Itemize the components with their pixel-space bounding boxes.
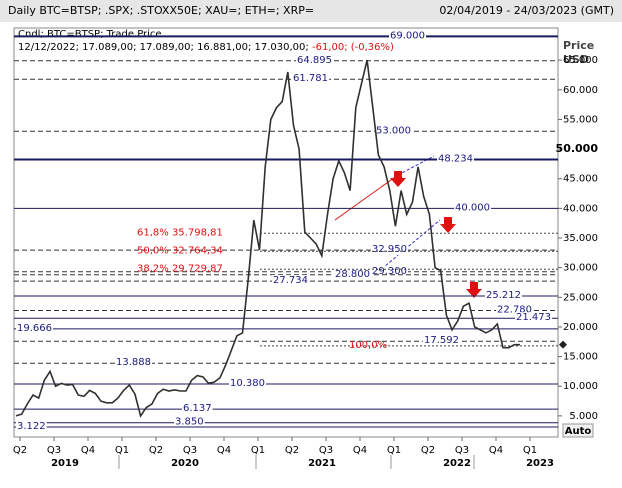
change: -61,00; (-0,36%) [312, 42, 394, 53]
y-tick-label: 25.000 [563, 292, 598, 303]
level-label: 40.000 [455, 202, 490, 213]
level-label-bg [371, 244, 408, 256]
x-tick-label: Q2 [285, 445, 299, 456]
ohlc: 12/12/2022; 17.089,00; 17.089,00; 16.881… [18, 42, 309, 53]
level-label: 3.850 [175, 417, 204, 428]
level-label-bg [174, 416, 205, 428]
fib-label: 61,8% 35.798,81 [137, 227, 223, 238]
x-tick-label: Q3 [47, 445, 61, 456]
x-tick-label: Q1 [251, 445, 265, 456]
header-symbols: Daily BTC=BTSP; .SPX; .STOXX50E; XAU=; E… [8, 4, 314, 17]
y-axis-label-line: USD [563, 53, 589, 66]
level-label: 64.895 [297, 55, 332, 66]
y-tick-label: 55.000 [563, 114, 598, 125]
ohlc-info: 12/12/2022; 17.089,00; 17.089,00; 16.881… [18, 42, 394, 53]
level-label-bg [485, 290, 522, 302]
level-label: 22.780 [497, 304, 532, 315]
level-label-bg [371, 265, 408, 277]
y-axis-label: Price USD [563, 39, 594, 66]
level-label: 69.000 [390, 30, 425, 41]
level-label-bg [334, 268, 371, 280]
trend-line [397, 155, 435, 176]
x-tick-label: Q3 [183, 445, 197, 456]
y-tick-label: 65.000 [563, 55, 598, 66]
level-label-bg [515, 312, 552, 324]
level-label: 17.592 [424, 335, 459, 346]
arrow-marker [440, 217, 456, 233]
y-tick-label: 50.000 [556, 142, 599, 155]
level-label-bg [16, 421, 47, 433]
level-label: 32.950 [372, 244, 407, 255]
level-label: 6.137 [183, 403, 212, 414]
level-label: 19.666 [17, 323, 52, 334]
level-label: 61.781 [293, 73, 328, 84]
level-label: 27.734 [273, 275, 308, 286]
y-tick-label: 30.000 [563, 263, 598, 274]
x-tick-label: Q3 [319, 445, 333, 456]
header-bar [0, 0, 622, 22]
year-label: 2022 [443, 458, 471, 469]
x-tick-label: Q1 [523, 445, 537, 456]
level-label-bg [115, 357, 152, 369]
last-value-marker [559, 340, 567, 349]
arrow-marker [390, 171, 406, 187]
x-tick-label: Q1 [115, 445, 129, 456]
level-label-bg [375, 125, 412, 137]
year-label: 2021 [308, 458, 336, 469]
y-axis-label-line: Price [563, 39, 594, 52]
fib-label: 50,0% 32.764,34 [137, 245, 223, 256]
level-label-bg [292, 73, 329, 85]
level-label: 28.800 [335, 269, 370, 280]
level-label: 48.234 [438, 154, 473, 165]
y-tick-label: 40.000 [563, 203, 598, 214]
fib-label: 38,2% 29.729,87 [137, 263, 223, 274]
auto-button[interactable] [562, 423, 594, 438]
y-tick-label: 20.000 [563, 322, 598, 333]
level-label: 53.000 [376, 125, 411, 136]
level-label: 21.473 [516, 312, 551, 323]
plot-frame [13, 27, 559, 438]
x-tick-label: Q4 [81, 445, 95, 456]
header-range: 02/04/2019 - 24/03/2023 (GMT) [439, 4, 614, 17]
level-label-bg [182, 403, 213, 415]
level-label: 25.212 [486, 290, 521, 301]
y-tick-label: 10.000 [563, 381, 598, 392]
year-label: 2019 [51, 458, 79, 469]
auto-button-label[interactable]: Auto [565, 426, 592, 437]
x-tick-label: Q4 [353, 445, 367, 456]
x-tick-label: Q2 [421, 445, 435, 456]
level-label-bg [296, 54, 333, 66]
x-tick-label: Q2 [13, 445, 27, 456]
y-tick-label: 5.000 [569, 411, 598, 422]
x-tick-label: Q3 [455, 445, 469, 456]
level-label-bg [437, 153, 474, 165]
fib-label: 100,0% [349, 340, 387, 351]
series-label: Cndl; BTC=BTSP; Trade Price [18, 29, 162, 40]
year-label: 2020 [171, 458, 199, 469]
level-label-bg [423, 335, 460, 347]
x-tick-label: Q2 [149, 445, 163, 456]
x-tick-label: Q1 [387, 445, 401, 456]
y-tick-label: 60.000 [563, 85, 598, 96]
year-label: 2023 [526, 458, 554, 469]
level-label-bg [389, 30, 426, 42]
trend-line [377, 219, 441, 273]
level-label-bg [496, 304, 533, 316]
level-label-bg [272, 275, 309, 287]
level-label-bg [229, 377, 266, 389]
level-label-bg [16, 322, 53, 334]
y-tick-label: 15.000 [563, 352, 598, 363]
level-label: 29.300 [372, 266, 407, 277]
level-label: 10.380 [230, 378, 265, 389]
level-label: 3.122 [17, 421, 46, 432]
y-tick-label: 35.000 [563, 233, 598, 244]
x-tick-label: Q4 [489, 445, 503, 456]
level-label: 13.888 [116, 357, 151, 368]
x-tick-label: Q4 [217, 445, 231, 456]
arrow-marker [466, 282, 482, 298]
price-line [15, 59, 520, 418]
y-tick-label: 45.000 [563, 174, 598, 185]
level-label-bg [454, 202, 491, 214]
